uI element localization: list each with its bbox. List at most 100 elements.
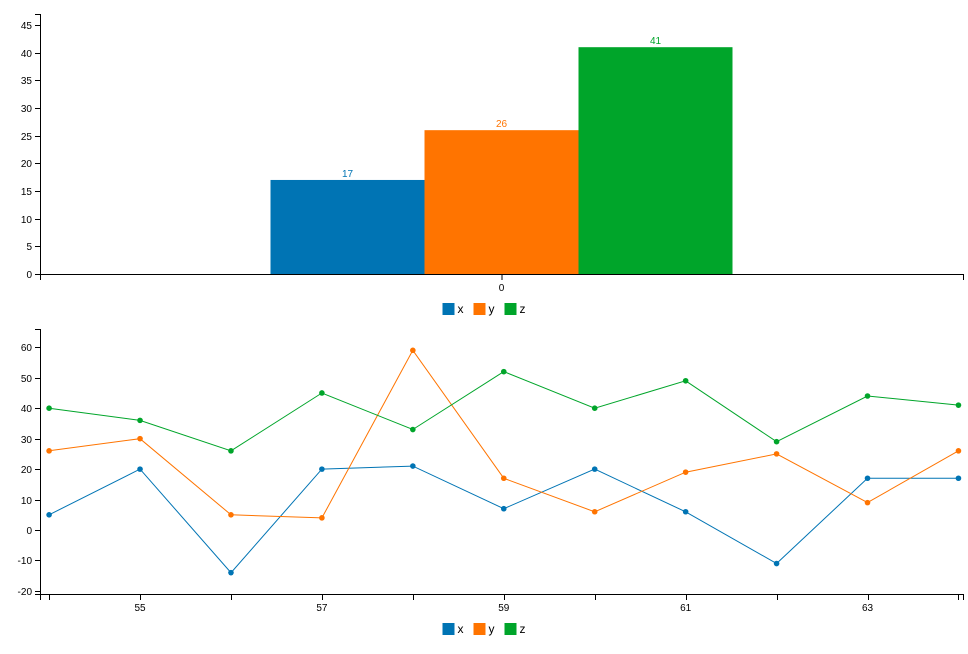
line-chart-y-axis-line — [35, 329, 41, 595]
bar-x — [270, 179, 425, 274]
point-y — [500, 475, 507, 482]
line-chart-x-tick-label: 55 — [134, 603, 146, 614]
series-x — [46, 463, 962, 576]
bar-chart-legend-label-z: z — [520, 302, 526, 316]
point-z — [46, 405, 52, 411]
bar-y — [424, 130, 579, 274]
line-y — [49, 349, 959, 519]
point-x — [500, 505, 507, 512]
line-chart-y-tick-label: -20 — [18, 587, 33, 598]
point-x — [682, 508, 689, 515]
point-x — [773, 560, 780, 567]
point-z — [682, 377, 689, 384]
line-chart-y-tick-label: 40 — [21, 404, 33, 415]
point-x — [228, 569, 234, 576]
bar-chart-y-tick-label: 20 — [21, 159, 33, 170]
bar-chart-legend-label-y: y — [489, 302, 495, 316]
point-z — [319, 390, 325, 396]
line-chart-legend-label-z: z — [520, 622, 526, 636]
line-chart-x-tick-label: 61 — [680, 603, 692, 614]
point-z — [500, 368, 507, 375]
bar-chart-legend[interactable]: x y z — [442, 302, 526, 316]
bar-chart-y-tick-label: 0 — [26, 270, 32, 281]
point-x — [319, 466, 325, 472]
line-chart-legend[interactable]: x y z — [442, 622, 526, 636]
point-x — [955, 475, 962, 482]
line-chart-x-tick-label: 57 — [316, 603, 328, 614]
line-chart-y-tick-label: 0 — [26, 526, 32, 537]
bar-chart-y-tick-label: 45 — [21, 21, 33, 32]
line-chart-y-axis: -20 -10 0 10 20 30 40 50 60 — [18, 329, 41, 598]
line-chart-legend-label-x: x — [458, 622, 464, 636]
bar-chart-legend-swatch-x — [442, 303, 455, 315]
bar-value-label-z: 41 — [650, 36, 662, 47]
line-z — [49, 371, 959, 452]
point-z — [410, 426, 416, 433]
series-y — [46, 347, 962, 521]
bar-chart-y-tick-label: 35 — [21, 76, 33, 87]
point-y — [955, 448, 962, 454]
line-chart-legend-item-z[interactable]: z — [504, 622, 526, 636]
line-chart-x-tick-label: 59 — [498, 603, 510, 614]
point-y — [46, 448, 52, 454]
point-y — [137, 435, 143, 442]
bar-chart-legend-item-z[interactable]: z — [504, 302, 526, 316]
line-chart-legend-swatch-y — [473, 623, 486, 635]
line-chart-series — [46, 347, 962, 576]
line-chart-y-tick-label: 50 — [21, 374, 33, 385]
bar-chart-legend-item-y[interactable]: y — [473, 302, 495, 316]
line-chart-y-tick-label: 60 — [21, 343, 33, 354]
point-z — [773, 438, 780, 445]
point-x — [137, 466, 143, 472]
line-chart-legend-item-y[interactable]: y — [473, 622, 495, 636]
point-y — [864, 499, 871, 506]
point-z — [228, 448, 234, 454]
line-chart-legend-swatch-x — [442, 623, 455, 635]
point-x — [410, 463, 416, 469]
line-chart-x-axis: 55 57 59 61 63 — [40, 594, 964, 614]
bar-chart-legend-item-x[interactable]: x — [442, 302, 464, 316]
point-y — [319, 515, 325, 521]
line-chart-legend-swatch-z — [504, 623, 517, 635]
point-y — [773, 451, 780, 457]
line-chart: -20 -10 0 10 20 30 40 50 60 55 57 59 61 63 x y z — [18, 329, 964, 636]
line-chart-y-tick-label: 30 — [21, 435, 33, 446]
bar-value-label-x: 17 — [342, 169, 354, 180]
series-z — [46, 368, 962, 454]
bar-chart: 0 5 10 15 20 25 30 35 40 45 0 17 26 41 x y z — [21, 14, 964, 316]
bar-chart-x-axis: 0 — [40, 274, 964, 294]
bar-chart-y-tick-label: 40 — [21, 49, 33, 60]
point-x — [864, 475, 871, 482]
point-z — [864, 393, 871, 399]
point-z — [137, 417, 143, 424]
line-chart-y-tick-label: -10 — [18, 556, 33, 567]
point-y — [228, 512, 234, 518]
bar-chart-y-tick-label: 15 — [21, 187, 33, 198]
bar-value-label-y: 26 — [496, 119, 508, 130]
point-x — [46, 512, 52, 518]
bar-chart-bars: 17 26 41 — [270, 36, 733, 274]
bar-chart-legend-label-x: x — [458, 302, 464, 316]
line-chart-legend-item-x[interactable]: x — [442, 622, 464, 636]
bar-chart-x-tick-label: 0 — [499, 283, 505, 294]
point-y — [591, 508, 598, 515]
bar-chart-y-tick-label: 30 — [21, 104, 33, 115]
line-chart-legend-label-y: y — [489, 622, 495, 636]
line-chart-y-tick-label: 20 — [21, 465, 33, 476]
line-x — [48, 465, 959, 574]
bar-z — [578, 47, 733, 274]
point-y — [682, 469, 689, 475]
bar-chart-legend-swatch-y — [473, 303, 486, 315]
bar-chart-y-tick-label: 10 — [21, 215, 33, 226]
bar-chart-y-axis: 0 5 10 15 20 25 30 35 40 45 — [21, 14, 41, 281]
line-chart-y-tick-label: 10 — [21, 496, 33, 507]
point-x — [591, 466, 598, 472]
line-chart-x-axis-line — [40, 594, 964, 600]
point-y — [410, 347, 416, 354]
bar-chart-legend-swatch-z — [504, 303, 517, 315]
point-z — [955, 402, 962, 408]
bar-chart-y-tick-label: 5 — [26, 242, 32, 253]
bar-chart-y-tick-label: 25 — [21, 132, 33, 143]
line-chart-x-tick-label: 63 — [862, 603, 874, 614]
point-z — [591, 405, 598, 411]
